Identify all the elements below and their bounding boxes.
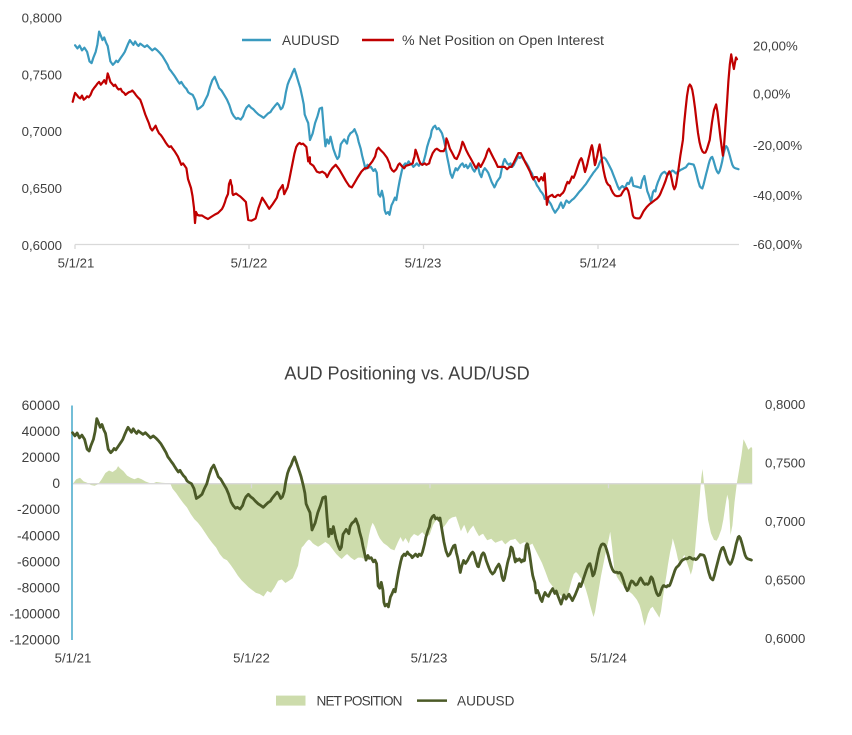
svg-text:5/1/23: 5/1/23 [411,651,448,666]
svg-text:-20000: -20000 [17,502,60,517]
svg-text:AUDUSD: AUDUSD [457,693,515,708]
svg-text:0,00%: 0,00% [753,87,791,102]
svg-text:-60,00%: -60,00% [753,237,802,252]
svg-text:20000: 20000 [22,450,61,465]
svg-text:-120000: -120000 [9,633,60,648]
svg-text:0,6000: 0,6000 [22,238,62,253]
svg-text:5/1/22: 5/1/22 [231,256,268,271]
svg-text:-40000: -40000 [17,528,60,543]
svg-text:NET POSITION: NET POSITION [317,693,403,708]
svg-text:0,7000: 0,7000 [22,124,62,139]
svg-text:0,7500: 0,7500 [765,456,805,471]
svg-text:40000: 40000 [22,424,61,439]
svg-text:-100000: -100000 [9,606,60,621]
svg-text:5/1/24: 5/1/24 [590,651,627,666]
svg-text:0,6000: 0,6000 [765,631,805,646]
svg-text:5/1/23: 5/1/23 [405,256,442,271]
svg-text:0,8000: 0,8000 [765,397,805,412]
svg-text:20,00%: 20,00% [753,39,798,54]
svg-text:5/1/21: 5/1/21 [58,256,95,271]
svg-text:0: 0 [52,476,60,491]
svg-text:0,6500: 0,6500 [22,181,62,196]
svg-text:60000: 60000 [22,398,61,413]
svg-text:0,7000: 0,7000 [765,514,805,529]
svg-text:-40,00%: -40,00% [753,188,802,203]
svg-text:5/1/22: 5/1/22 [233,651,270,666]
svg-text:5/1/21: 5/1/21 [55,651,92,666]
svg-text:-80000: -80000 [17,580,60,595]
svg-text:5/1/24: 5/1/24 [580,256,617,271]
svg-text:% Net Position on Open Interes: % Net Position on Open Interest [402,33,604,49]
svg-text:0,6500: 0,6500 [765,573,805,588]
svg-text:-20,00%: -20,00% [753,138,802,153]
svg-text:0,8000: 0,8000 [22,11,62,26]
svg-text:AUDUSD: AUDUSD [282,33,340,48]
svg-text:AUD Positioning vs. AUD/USD: AUD Positioning vs. AUD/USD [284,364,529,384]
svg-text:-60000: -60000 [17,554,60,569]
svg-text:0,7500: 0,7500 [22,67,62,82]
